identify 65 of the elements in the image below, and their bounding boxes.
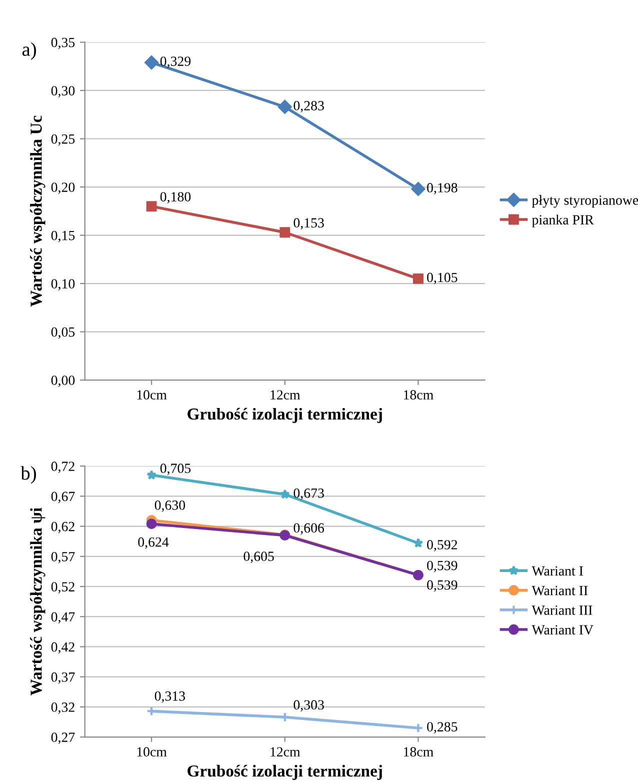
x-tick-label: 18cm [404, 747, 434, 757]
data-label: 0,705 [160, 464, 191, 476]
point [144, 56, 158, 70]
data-label: 0,303 [294, 700, 324, 712]
data-label: 0,285 [427, 722, 458, 734]
point [278, 100, 292, 114]
data-label: 0,592 [427, 540, 458, 552]
y-tick-label: 0,47 [51, 612, 75, 624]
data-label: 0,105 [427, 272, 458, 284]
data-label: 0,673 [294, 488, 324, 500]
legend-label: Wariant II [532, 586, 588, 596]
y-tick-label: 0,67 [51, 492, 75, 504]
y-tick-label: 0,30 [51, 86, 75, 98]
x-axis-title: Grubość izolacji termicznej [188, 764, 382, 780]
data-label: 0,606 [294, 523, 324, 535]
x-tick-label: 12cm [270, 747, 300, 757]
point [280, 489, 290, 499]
data-label: 0,313 [154, 691, 186, 703]
y-tick-label: 0,57 [51, 552, 75, 564]
y-tick-label: 0,15 [51, 230, 75, 242]
legend-label: Wariant IV [532, 625, 594, 635]
y-tick-label: 0,35 [51, 38, 75, 50]
y-tick-label: 0,20 [51, 182, 75, 194]
y-tick-label: 0,25 [51, 134, 75, 146]
point [146, 201, 157, 212]
data-label: 0,283 [294, 101, 324, 112]
data-label: 0,539 [427, 560, 458, 572]
y-tick-label: 0,62 [51, 522, 74, 534]
x-tick-label: 10cm [137, 747, 167, 757]
y-tick-label: 0,52 [51, 582, 74, 594]
data-label: 0,624 [138, 537, 169, 549]
x-axis-title: Grubość izolacji termicznej [188, 408, 382, 424]
legend-label: pianka PIR [532, 214, 594, 228]
x-tick-label: 18cm [404, 390, 434, 400]
y-axis-title: Wartość współczynnika ψi [30, 508, 46, 696]
data-label: 0,329 [160, 56, 191, 68]
y-tick-label: 0,37 [51, 672, 75, 684]
legend-label: płyty styropianowe [532, 195, 638, 208]
point [146, 518, 157, 530]
point [412, 273, 424, 284]
y-tick-label: 0,32 [51, 702, 74, 714]
y-tick-label: 0,10 [51, 279, 75, 290]
point [146, 470, 157, 480]
data-label: 0,198 [427, 183, 458, 194]
legend-label: Wariant III [532, 606, 592, 615]
y-tick-label: 0,72 [51, 462, 74, 474]
data-label: 0,180 [160, 192, 191, 204]
x-tick-label: 12cm [270, 390, 300, 400]
data-label: 0,539 [427, 580, 458, 592]
y-tick-label: 0,00 [51, 376, 75, 388]
point [411, 182, 426, 196]
text: b) [20, 466, 36, 484]
point [413, 538, 424, 548]
point [280, 712, 290, 722]
y-axis-title: Wartość współczynnika Uc [30, 116, 46, 307]
y-tick-label: 0,27 [51, 732, 75, 744]
text: a) [22, 42, 36, 60]
data-label: 0,605 [244, 552, 274, 564]
x-tick-label: 10cm [137, 390, 167, 400]
data-label: 0,153 [294, 218, 324, 230]
legend-label: Wariant I [532, 566, 583, 576]
y-tick-label: 0,42 [51, 642, 74, 654]
y-tick-label: 0,05 [51, 327, 75, 339]
point [280, 227, 290, 238]
data-label: 0,630 [154, 500, 186, 512]
